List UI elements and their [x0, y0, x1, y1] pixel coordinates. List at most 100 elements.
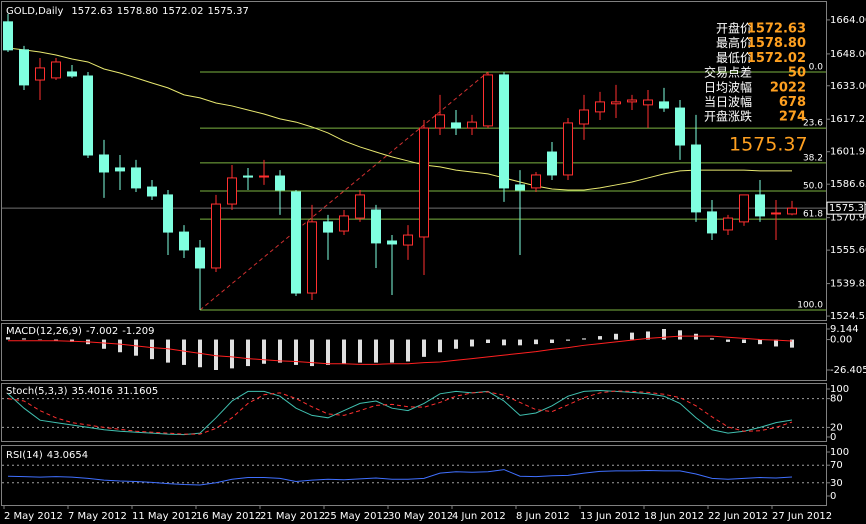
- candle-body: [435, 114, 445, 129]
- y-tick-label: 30: [830, 478, 843, 489]
- macd-bar: [566, 339, 570, 341]
- rsi-panel: [1, 445, 827, 506]
- y-tick-label: 20: [830, 422, 843, 433]
- info-label: 最低价: [716, 51, 752, 65]
- y-tick-label: 0: [830, 432, 836, 443]
- candle-body: [67, 71, 77, 77]
- candle-body: [787, 207, 797, 215]
- rsi-value: 43.0654: [47, 450, 88, 461]
- fib-label: 100.0: [797, 301, 823, 311]
- header-open: 1572.63: [71, 6, 112, 17]
- fib-label: 23.6: [803, 119, 823, 129]
- candle-body: [323, 221, 333, 233]
- candle-body: [291, 191, 301, 294]
- info-value: 1578.80: [747, 36, 806, 51]
- macd-value: -7.002: [86, 326, 118, 337]
- moving-average: [7, 47, 792, 191]
- rsi-title: RSI(14): [6, 450, 43, 461]
- info-label: 开盘涨跌: [704, 109, 752, 124]
- macd-bar: [246, 339, 250, 367]
- info-label: 当日波幅: [704, 94, 752, 109]
- candle-body: [99, 154, 109, 173]
- macd-bar: [262, 339, 266, 364]
- close-label: 1575.37: [829, 203, 866, 214]
- candle-body: [403, 234, 413, 246]
- x-tick-label: 11 May 2012: [132, 511, 197, 522]
- info-value: 274: [779, 110, 806, 125]
- header-low: 1572.02: [162, 6, 203, 17]
- candle-body: [707, 211, 717, 234]
- candle-body: [387, 240, 397, 245]
- macd-signal: [8, 335, 793, 365]
- macd-bar: [726, 339, 730, 342]
- candle-body: [275, 175, 285, 191]
- macd-signal-value: -1.209: [122, 326, 154, 337]
- candle-body: [467, 121, 477, 129]
- macd-bar: [630, 332, 634, 340]
- y-tick-label: 1601.95: [830, 147, 866, 158]
- macd-bar: [694, 333, 698, 340]
- candle-body: [179, 231, 189, 251]
- header-close: 1575.37: [207, 6, 248, 17]
- candle-body: [339, 215, 349, 232]
- y-tick-label: -26.405: [830, 365, 866, 376]
- x-tick-label: 4 Jun 2012: [452, 511, 506, 522]
- macd-bar: [790, 339, 794, 348]
- candle-body: [451, 122, 461, 129]
- rsi-line: [7, 469, 793, 486]
- x-tick-label: 25 May 2012: [324, 511, 389, 522]
- candle-body: [627, 99, 637, 103]
- candle-body: [419, 127, 429, 238]
- fib-label: 61.8: [803, 210, 823, 220]
- macd-title: MACD(12,26,9): [6, 326, 82, 337]
- macd-bar: [742, 339, 746, 344]
- candle-body: [243, 175, 253, 178]
- macd-bar: [150, 339, 154, 360]
- candle-body: [659, 101, 669, 109]
- info-label: 最高价: [716, 35, 752, 50]
- info-value: 1572.63: [747, 22, 806, 37]
- macd-bar: [326, 339, 330, 365]
- candle-body: [483, 74, 493, 127]
- candle-body: [531, 174, 541, 189]
- y-tick-label: 1570.90: [830, 213, 866, 224]
- stoch-signal-value: 31.1605: [117, 386, 158, 397]
- macd-bar: [422, 339, 426, 357]
- macd-bar: [166, 339, 170, 363]
- candle-body: [307, 221, 317, 294]
- macd-bar: [454, 339, 458, 349]
- macd-bar: [662, 329, 666, 340]
- macd-bar: [758, 339, 762, 345]
- macd-bar: [38, 339, 42, 341]
- y-tick-label: 1524.55: [830, 311, 866, 322]
- y-tick-label: 0: [830, 491, 836, 502]
- x-tick-label: 27 Jun 2012: [772, 511, 832, 522]
- candle-body: [499, 74, 509, 189]
- x-tick-label: 13 Jun 2012: [580, 511, 640, 522]
- macd-bar: [22, 338, 26, 340]
- macd-bar: [390, 339, 394, 363]
- macd-bar: [6, 337, 10, 340]
- candle-body: [163, 194, 173, 233]
- rsi-header: RSI(14) 43.0654: [6, 450, 88, 461]
- stoch-main-value: 35.4016: [71, 386, 112, 397]
- macd-bar: [582, 338, 586, 340]
- fib-label: 50.0: [803, 181, 823, 191]
- y-tick-label: 1586.65: [830, 179, 866, 190]
- candle-body: [515, 184, 525, 191]
- info-label: 开盘价: [716, 21, 752, 36]
- candle-body: [755, 194, 765, 217]
- info-value: 2022: [770, 80, 806, 95]
- macd-bar: [214, 339, 218, 370]
- candle-body: [675, 107, 685, 146]
- candle-body: [371, 209, 381, 244]
- macd-bar: [118, 339, 122, 353]
- macd-bar: [70, 339, 74, 342]
- stoch-panel: [1, 383, 827, 442]
- candle-body: [579, 109, 589, 125]
- info-label: 日均波幅: [704, 79, 752, 94]
- stoch-header: Stoch(5,3,3) 35.4016 31.1605: [6, 386, 158, 397]
- stoch-line: [7, 389, 793, 436]
